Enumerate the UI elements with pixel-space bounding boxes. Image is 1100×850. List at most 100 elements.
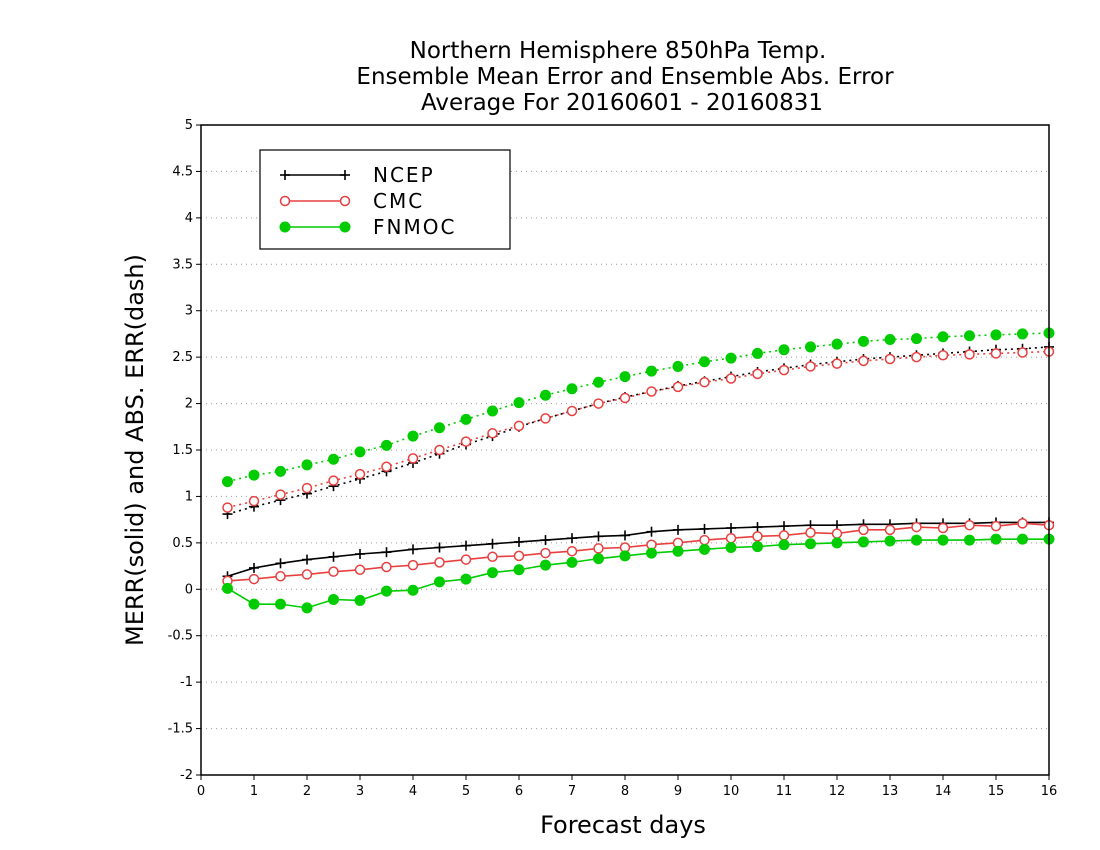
cmc-merr-point — [805, 527, 816, 538]
legend-marker-cmc — [279, 195, 291, 207]
cmc-merr-point — [831, 528, 843, 539]
cmc-abs-err-point — [937, 350, 949, 361]
cmc-abs-err-point — [752, 368, 763, 380]
x-tick-label: 15 — [988, 784, 1005, 799]
cmc-merr-point — [725, 532, 737, 544]
fnmoc-abs-err-point — [672, 360, 684, 372]
x-tick-label: 3 — [356, 784, 364, 799]
legend-item-fnmoc: FNMOC — [279, 215, 454, 239]
ncep-merr-point — [461, 540, 471, 551]
x-tick-label: 9 — [674, 784, 682, 799]
fnmoc-abs-err-point — [831, 338, 843, 350]
cmc-merr-point — [275, 571, 286, 582]
fnmoc-merr-point — [328, 594, 339, 605]
fnmoc-merr-point — [911, 534, 922, 546]
cmc-abs-err-point — [699, 376, 710, 388]
ncep-merr-point — [434, 542, 445, 553]
ncep-merr-point — [514, 536, 524, 547]
fnmoc-merr-point — [301, 602, 313, 614]
cmc-abs-err-point — [248, 495, 260, 507]
cmc-abs-err-point — [990, 348, 1002, 359]
cmc-abs-err-point — [434, 444, 445, 456]
fnmoc-abs-err-point — [619, 371, 631, 383]
x-tick-label: 10 — [723, 784, 740, 799]
fnmoc-abs-err-point — [513, 397, 525, 409]
fnmoc-merr-point — [593, 553, 604, 565]
ncep-merr-point — [726, 523, 736, 533]
fnmoc-merr-point — [434, 576, 445, 588]
fnmoc-abs-err-point — [725, 352, 737, 364]
cmc-abs-err-point — [672, 381, 684, 393]
cmc-merr-point — [487, 551, 498, 563]
ncep-merr-point — [381, 547, 392, 558]
fnmoc-abs-err-point — [460, 413, 472, 425]
ncep-merr-point — [275, 558, 286, 569]
cmc-abs-err-point — [911, 351, 922, 363]
cmc-merr-point — [937, 522, 949, 534]
x-axis-ticks: 0 1 2 3 4 5 6 7 8 9 10 11 12 13 14 15 16 — [197, 775, 1057, 799]
y-tick-label: 4.5 — [172, 164, 193, 179]
fnmoc-merr-point — [884, 535, 896, 547]
x-axis-label: Forecast days — [540, 811, 706, 839]
y-tick-label: 0 — [185, 582, 193, 597]
fnmoc-merr-point — [540, 559, 551, 571]
x-tick-label: 6 — [515, 784, 523, 799]
y-tick-label: 4 — [185, 211, 193, 226]
cmc-merr-point — [566, 545, 578, 557]
fnmoc-merr-point — [566, 556, 578, 568]
cmc-abs-err-point — [487, 428, 498, 439]
legend-item-cmc: CMC — [279, 189, 422, 213]
cmc-abs-err-point — [593, 398, 604, 409]
cmc-merr-point — [513, 550, 525, 562]
cmc-abs-err-point — [1017, 347, 1028, 358]
cmc-merr-point — [381, 561, 392, 573]
y-axis-ticks: -2 -1.5 -1 -0.5 0 0.5 1 1.5 2 2.5 3 3.5 4 4.5 5 — [168, 118, 201, 783]
fnmoc-merr-point — [381, 585, 392, 597]
cmc-merr-point — [593, 543, 604, 554]
legend-marker-ncep — [280, 170, 290, 180]
cmc-abs-err-line — [227, 350, 1050, 509]
cmc-merr-line — [227, 522, 1050, 582]
fnmoc-merr-point — [407, 584, 419, 596]
x-tick-label: 7 — [568, 784, 576, 799]
y-tick-label: 2 — [185, 397, 193, 412]
fnmoc-abs-err-point — [805, 341, 816, 353]
cmc-abs-err-point — [566, 405, 578, 417]
y-tick-label: 5 — [185, 118, 193, 133]
legend-marker-fnmoc — [279, 221, 291, 233]
y-tick-label: -1.5 — [168, 722, 193, 737]
cmc-abs-err-point — [381, 461, 392, 472]
fnmoc-merr-point — [831, 537, 843, 549]
x-tick-label: 8 — [621, 784, 629, 799]
fnmoc-merr-point — [672, 545, 684, 557]
fnmoc-abs-err-point — [990, 329, 1002, 341]
legend-item-ncep: NCEP — [280, 163, 433, 187]
fnmoc-abs-err-point — [222, 476, 233, 488]
fnmoc-abs-err-point — [566, 383, 578, 395]
cmc-merr-point — [858, 524, 869, 536]
fnmoc-abs-err-point — [752, 347, 763, 359]
fnmoc-merr-point — [619, 550, 631, 562]
y-tick-label: -0.5 — [168, 629, 193, 644]
title-line-1: Northern Hemisphere 850hPa Temp. — [410, 38, 827, 64]
ncep-merr-point — [673, 524, 683, 535]
fnmoc-merr-point — [487, 567, 498, 579]
fnmoc-merr-point — [513, 564, 525, 576]
y-tick-label: 3 — [185, 304, 193, 319]
cmc-abs-err-point — [778, 364, 790, 376]
cmc-abs-err-point — [301, 482, 313, 494]
y-tick-label: 1 — [185, 489, 193, 504]
ncep-merr-point — [540, 535, 551, 546]
cmc-merr-point — [407, 559, 419, 571]
fnmoc-merr-point — [858, 536, 869, 548]
x-tick-label: 4 — [409, 784, 417, 799]
fnmoc-merr-point — [646, 547, 657, 559]
fnmoc-abs-err-line — [227, 332, 1050, 483]
x-tick-label: 14 — [935, 784, 952, 799]
ncep-merr-point — [620, 530, 630, 541]
fnmoc-abs-err-point — [778, 344, 790, 356]
cmc-abs-err-point — [460, 436, 472, 447]
x-tick-label: 16 — [1041, 784, 1058, 799]
